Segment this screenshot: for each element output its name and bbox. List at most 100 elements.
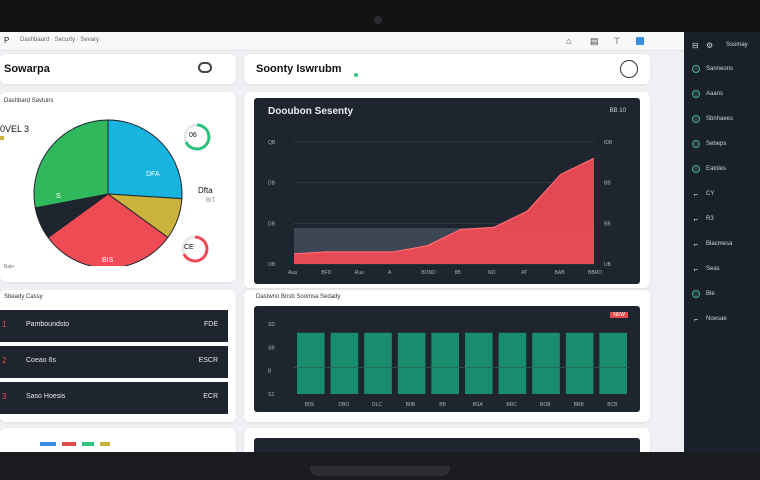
x-tick-label: BOB	[540, 402, 551, 408]
pie-stat-label: 0VEL	[0, 124, 23, 134]
list-item-value: ESCR	[198, 357, 218, 364]
bracket-icon: ⌐	[693, 264, 699, 274]
x-tick-label: AT	[521, 270, 527, 276]
sidebar-item-label: Sebeps	[706, 141, 727, 147]
status-dot-icon	[692, 65, 700, 73]
x-tick-label: A	[388, 270, 392, 276]
search-icon[interactable]	[620, 60, 638, 78]
sidebar-item-label: Noesae	[706, 316, 727, 322]
sidebar-item[interactable]: Sbnhaees	[692, 112, 758, 126]
list-item[interactable]: 2 Coeao 6s ESCR	[0, 346, 228, 378]
x-tick-label: Aua	[288, 270, 297, 276]
area-series	[294, 158, 594, 264]
x-tick-label: 8B	[455, 270, 462, 276]
right-tick-label: UB	[604, 262, 612, 268]
list-item-value: FDE	[204, 321, 218, 328]
legend-dot	[0, 136, 4, 140]
top-bar: P Dashbaard · Securty · Sevary ⌂ ▤ ⊤	[0, 32, 684, 51]
sidebar-item[interactable]: Sebeps	[692, 137, 758, 151]
area-line	[293, 157, 595, 255]
x-tick-label: NO	[488, 270, 496, 276]
right-tick-label: IDB	[604, 140, 613, 146]
bracket-icon: ⌐	[693, 214, 699, 224]
x-tick-label: BAB	[555, 270, 566, 276]
right-tick-label: BB	[604, 221, 611, 227]
breadcrumb[interactable]: Dashbaard · Securty · Sevary	[20, 37, 100, 43]
area-chart-card: Dooubon Sesenty BB 10 QB IDB DB BB DB BB OB UB A…	[244, 92, 650, 288]
bell-icon[interactable]: ⌂	[566, 36, 572, 46]
bar-chart: SD SB B S2 B0S DBO DLC B0B BB BSA BRC BOB BRB BCB	[268, 322, 630, 408]
toggle-icon[interactable]	[198, 62, 212, 73]
sidebar-item[interactable]: Ble	[692, 287, 758, 301]
header-center-card: Soonty Iswrubm	[244, 54, 650, 84]
sidebar-item[interactable]: ⌐ Blacmesa	[692, 237, 758, 251]
sidebar-item-label: CY	[706, 191, 715, 197]
y-tick-label: DB	[268, 181, 276, 187]
sidebar-item[interactable]: ⌐ CY	[692, 187, 758, 201]
sidebar-item[interactable]: Aaans	[692, 87, 758, 101]
bar[interactable]	[364, 332, 392, 394]
list-item-value: ECR	[203, 393, 218, 400]
y-tick-label: OB	[268, 262, 276, 268]
x-tick-label: DBO	[338, 402, 349, 408]
list-item-index: 1	[2, 320, 7, 329]
x-tick-label: B0S	[305, 402, 315, 408]
y-tick-label: QB	[268, 140, 276, 146]
ring-bottom-value: CE	[184, 244, 194, 251]
ring-top-value: 06	[189, 132, 197, 139]
x-tick-label: BRC	[506, 402, 517, 408]
bar[interactable]	[532, 332, 560, 394]
section-title: Soonty Iswrubm	[256, 63, 342, 75]
pie-slice	[107, 119, 183, 200]
pie-side-sub: BIT	[206, 198, 216, 204]
list-item-name: Coeao 6s	[26, 357, 56, 364]
window-icon[interactable]	[636, 37, 644, 45]
bar[interactable]	[297, 332, 325, 394]
filter-icon[interactable]: ⊤	[613, 36, 621, 46]
sidebar-item[interactable]: ⌐ Noesae	[692, 312, 758, 326]
bar[interactable]	[465, 332, 493, 394]
sidebar-item-label: Ble	[706, 291, 715, 297]
bar[interactable]	[431, 332, 459, 394]
bar[interactable]	[330, 332, 359, 394]
sidebar-item-label: Eatoles	[706, 166, 727, 172]
y-tick-label: B	[268, 369, 272, 375]
bar[interactable]	[565, 332, 594, 394]
bottom-left-card	[0, 428, 236, 452]
list-item-index: 3	[2, 392, 7, 401]
sidebar-item[interactable]: ⌐ R3	[692, 212, 758, 226]
bottom-panel	[254, 438, 640, 452]
laptop-notch	[310, 466, 450, 476]
bar-chart-panel: NEW SD SB B S2 B0S DBO DLC B0B BB BSA BRC BOB BRB BCB	[254, 306, 640, 412]
sidebar-item[interactable]: Eatoles	[692, 162, 758, 176]
sidebar-item[interactable]: Sanneons	[692, 62, 758, 76]
list-item[interactable]: 1 Pamboundsto FDE	[0, 310, 228, 342]
mini-bar	[82, 442, 94, 446]
header-left-card: Sowarpa	[0, 54, 236, 84]
brand-logo[interactable]: P	[4, 36, 10, 45]
sidebar-item-label: Sbnhaees	[706, 116, 734, 122]
pie-footer: Bale	[4, 264, 15, 270]
grid-icon[interactable]: ▤	[590, 36, 599, 46]
sidebar-item-label: Aaans	[706, 91, 724, 97]
sidebar-item-label: Sanneons	[706, 66, 734, 72]
bracket-icon: ⌐	[693, 189, 699, 199]
x-tick-label: BSA	[473, 402, 484, 408]
bottom-right-card	[244, 428, 650, 452]
bar[interactable]	[397, 332, 426, 394]
x-tick-label: B0B	[406, 402, 416, 408]
area-chart-title: Dooubon Sesenty	[268, 106, 354, 117]
screen: P Dashbaard · Securty · Sevary ⌂ ▤ ⊤ Sow…	[0, 32, 760, 452]
bar[interactable]	[498, 332, 527, 394]
x-tick-label: Ruu	[355, 270, 364, 276]
x-tick-label: BBRO	[588, 270, 602, 276]
sidebar-title: Ssomay	[726, 42, 748, 48]
bar[interactable]	[599, 332, 627, 394]
pie-slice-label: S	[56, 193, 61, 200]
gear-icon[interactable]: ⚙	[706, 41, 714, 50]
ring-top	[183, 123, 211, 151]
list-item[interactable]: 3 Saso Hoesis ECR	[0, 382, 228, 414]
sidebar-icon[interactable]: ⊟	[692, 41, 699, 50]
pie-subtitle: Dashbard Savtuirs	[4, 98, 54, 104]
sidebar-item[interactable]: ⌐ Seas	[692, 262, 758, 276]
